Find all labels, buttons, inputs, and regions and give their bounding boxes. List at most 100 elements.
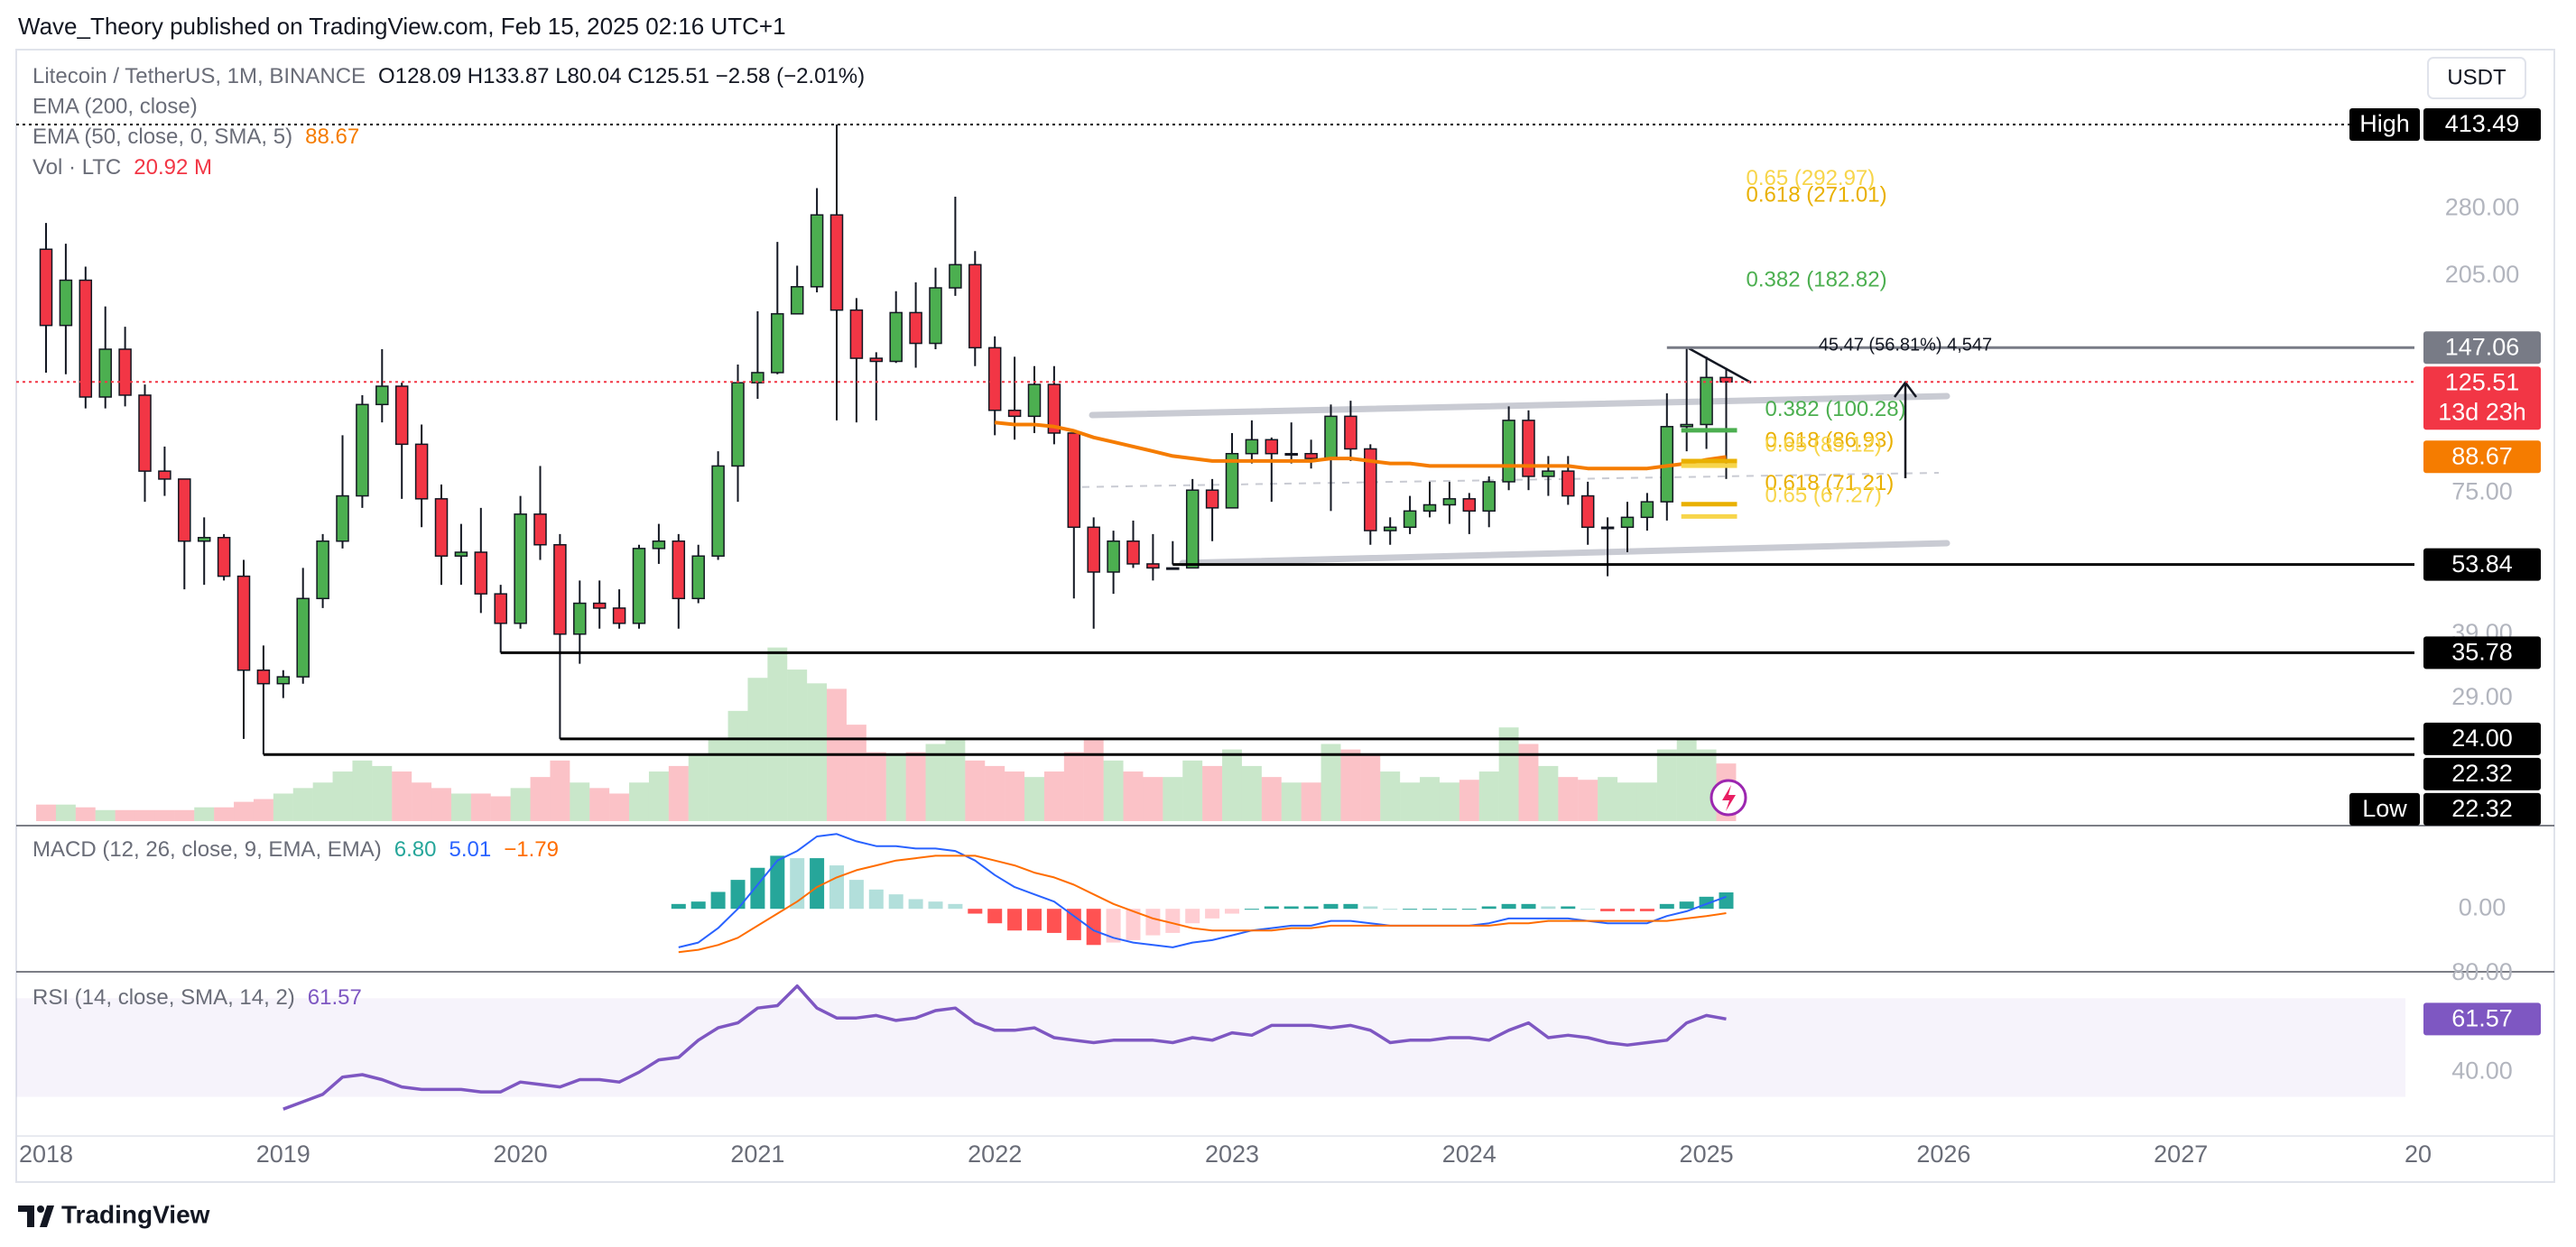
macd-histogram-bar [1007, 909, 1023, 931]
lightning-bolt [1722, 785, 1736, 811]
channel-top [1089, 393, 1951, 419]
volume-bar [965, 760, 986, 821]
candle-body [1107, 540, 1120, 573]
volume-name: Vol · LTC [32, 155, 121, 180]
candle-body [1087, 526, 1100, 573]
candle-body [849, 309, 864, 359]
candle-body [949, 263, 962, 289]
fib-label: 0.382 (182.82) [1747, 268, 1887, 292]
volume-bar [747, 678, 768, 821]
volume-bar [1498, 727, 1519, 821]
candle-body [1620, 516, 1635, 529]
macd-histogram-bar [829, 865, 844, 910]
candle-body [59, 279, 73, 327]
macd-name: MACD (12, 26, close, 9, EMA, EMA) [32, 837, 382, 862]
volume-bar [1005, 771, 1025, 821]
rsi-band [16, 998, 2405, 1097]
candle-body [1007, 409, 1022, 418]
price-badge-label: 35.78 [2451, 639, 2513, 666]
candle-body [1205, 489, 1219, 509]
candle-body [968, 263, 982, 349]
macd-histogram-bar [1501, 903, 1516, 910]
macd-histogram-bar [1580, 909, 1596, 910]
macd-histogram-bar [1145, 909, 1161, 936]
rsi-badge-label: 61.57 [2451, 1004, 2513, 1031]
volume-bar [194, 807, 215, 821]
volume-bar [1558, 777, 1579, 821]
price-badge-label: 53.84 [2451, 550, 2513, 577]
candle-body [454, 551, 468, 557]
macd-histogram-bar [1126, 909, 1141, 940]
volume-bar [1578, 780, 1598, 821]
macd-histogram-bar [1205, 909, 1220, 919]
macd-histogram-bar [1283, 906, 1299, 910]
price-badge [2423, 440, 2541, 474]
volume-bar [332, 771, 353, 821]
candle-body [118, 348, 132, 396]
volume-bar [234, 801, 254, 821]
candle-body [1422, 503, 1437, 513]
macd-histogram-bar [1541, 906, 1556, 910]
volume-bar [1222, 749, 1242, 821]
volume-bar [1656, 749, 1677, 821]
rsi-badge [2423, 1002, 2541, 1036]
volume-bar [312, 782, 333, 821]
macd-histogram-bar [928, 901, 943, 910]
currency-label[interactable]: USDT [2447, 65, 2507, 89]
fib-label: 0.65 (85.12) [1765, 432, 1882, 457]
volume-bar [1696, 749, 1717, 821]
candle-body [592, 602, 607, 609]
currency-box[interactable] [2427, 57, 2526, 99]
candle-body [711, 465, 725, 557]
ohlc-values: O128.09 H133.87 L80.04 C125.51 −2.58 (−2… [378, 64, 865, 88]
volume-bar [1360, 754, 1381, 821]
volume-bar [1301, 782, 1321, 821]
fib-label: 0.618 (71.21) [1765, 471, 1895, 495]
volume-bar [1241, 765, 1262, 821]
volume-bar [807, 683, 828, 821]
ema50-value: 88.67 [305, 125, 359, 149]
candle-body [336, 494, 349, 542]
volume-bar [372, 765, 393, 821]
macd-histogram-bar [1046, 909, 1061, 933]
macd-histogram-bar [730, 880, 746, 910]
x-tick-label: 2022 [968, 1141, 1022, 1168]
macd-histogram-bar [1600, 909, 1616, 911]
candle-body [1225, 452, 1239, 509]
volume-bar [1340, 749, 1361, 821]
macd-histogram-bar [790, 858, 805, 910]
price-badge [2423, 636, 2541, 670]
volume-bar [688, 754, 709, 821]
candle-body [1442, 498, 1457, 506]
candle-body [731, 382, 745, 467]
candle-body [829, 214, 844, 311]
candle-body [1166, 567, 1180, 570]
price-pane: 0.65 (292.97)0.618 (271.01) 0.382 (182.82… [16, 123, 2414, 821]
replay-icon [1710, 779, 1747, 817]
rsi-tick-label: 40.00 [2451, 1057, 2513, 1084]
legend-volume: Vol · LTC 20.92 M [32, 155, 212, 180]
volume-bar [866, 752, 886, 821]
candle-body [256, 669, 271, 685]
candle-body [1383, 526, 1397, 531]
volume-bar [1281, 782, 1302, 821]
macd-histogram-bar [1383, 909, 1398, 910]
volume-bar [392, 771, 412, 821]
candle-body [39, 248, 53, 327]
macd-histogram-bar [1639, 909, 1654, 911]
candle-body [375, 385, 389, 406]
candle-body [810, 214, 824, 288]
candle-body [1304, 452, 1318, 459]
candle-body [217, 537, 231, 577]
macd-signal-value: −1.79 [504, 837, 559, 862]
candle-body [356, 403, 369, 497]
price-badge-label: 88.67 [2451, 442, 2513, 469]
macd-histogram-bar [1363, 906, 1378, 910]
logo-mark [18, 1205, 34, 1227]
volume-bar [668, 765, 689, 821]
volume-bar [154, 809, 175, 821]
volume-bar [134, 809, 155, 821]
candle-body [573, 602, 587, 635]
macd-histogram-bar [671, 903, 686, 910]
volume-bar [292, 788, 313, 821]
